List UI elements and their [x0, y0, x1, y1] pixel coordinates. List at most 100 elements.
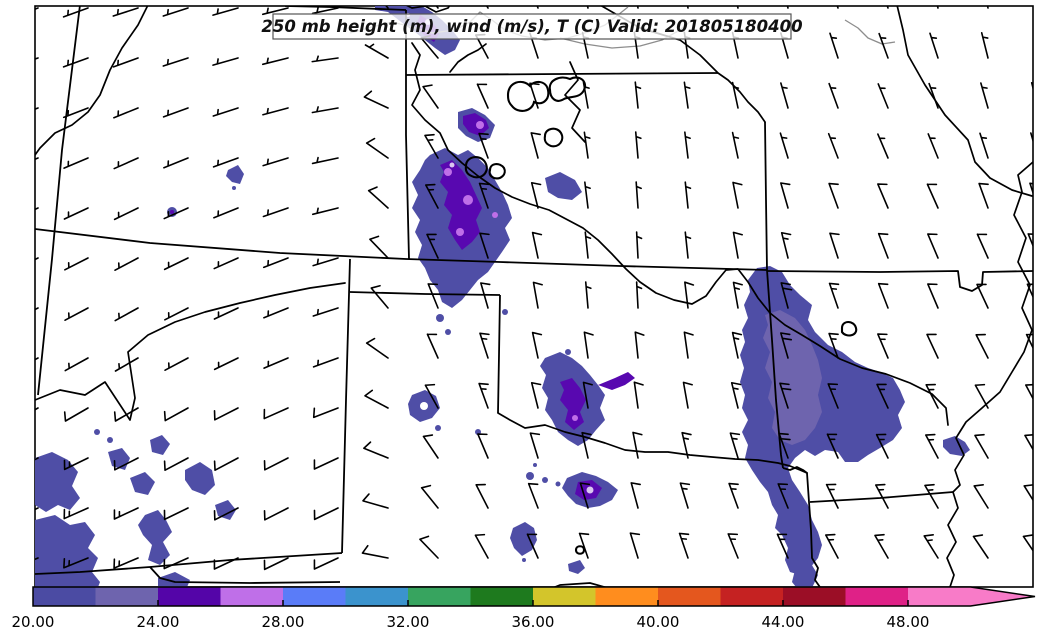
wind-barb	[312, 257, 339, 267]
wind-barb	[163, 507, 189, 521]
wind-barb	[311, 6, 339, 15]
wind-barb	[584, 231, 592, 259]
colorbar-tick-label: 44.00	[762, 613, 805, 631]
wind-barb	[424, 383, 439, 409]
wind-barb	[976, 233, 989, 259]
title-box-frame	[272, 13, 792, 40]
wind-barb	[829, 232, 840, 259]
wind-barb	[313, 557, 339, 570]
wind-barb	[780, 332, 793, 359]
wind-barb	[113, 407, 139, 422]
wind-barb	[826, 433, 839, 459]
colorbar-segment	[408, 587, 471, 606]
wind-barb	[367, 186, 389, 209]
shaded-region	[445, 329, 451, 335]
wind-barb	[420, 484, 439, 509]
wind-barb	[62, 57, 89, 68]
wind-barb	[1029, 182, 1033, 196]
colorbar-segment	[95, 587, 159, 606]
wind-barb	[213, 307, 239, 320]
wind-barb	[584, 181, 591, 209]
wind-barb	[581, 431, 592, 459]
shaded-region	[545, 172, 582, 200]
wind-barb	[531, 231, 543, 259]
wind-barb	[311, 207, 339, 216]
colorbar-segment	[33, 587, 96, 606]
wind-barb	[263, 407, 289, 420]
wind-barb	[684, 231, 692, 259]
wind-barb	[370, 284, 389, 309]
shaded-region	[138, 510, 172, 565]
state-border	[497, 294, 501, 414]
wind-barb	[1027, 233, 1033, 248]
wind-barb	[732, 181, 743, 209]
state-border	[35, 228, 768, 271]
shaded-region	[463, 195, 473, 205]
wind-barb	[828, 332, 839, 359]
wind-barb	[113, 507, 139, 520]
wind-barb	[212, 57, 239, 66]
shaded-region	[226, 165, 244, 184]
wind-barb	[213, 357, 239, 371]
shaded-region	[476, 121, 484, 129]
wind-barb	[363, 441, 389, 459]
wind-barb	[162, 57, 189, 67]
colorbar-segment	[658, 587, 721, 606]
state-border	[809, 491, 954, 503]
map-title: 250 mb height (m), wind (m/s), T (C) Val…	[261, 17, 802, 36]
wind-barb	[312, 307, 339, 317]
wind-barb	[1026, 283, 1033, 299]
wind-barb	[475, 483, 489, 509]
wind-barb	[684, 281, 695, 309]
shaded-region	[565, 349, 571, 355]
wind-barb	[584, 281, 592, 309]
wind-barb	[364, 389, 389, 409]
colorbar-segment	[595, 587, 659, 606]
wind-barb	[113, 107, 139, 119]
wind-barb	[877, 133, 889, 159]
wind-barb	[63, 157, 89, 169]
wind-barb	[827, 132, 839, 159]
wind-barb	[582, 381, 593, 409]
state-border	[284, 6, 407, 11]
wind-barb	[263, 457, 289, 471]
shaded-region	[215, 500, 236, 520]
wind-barb	[478, 382, 489, 409]
wind-barb	[1024, 383, 1033, 401]
wind-barb	[213, 257, 239, 270]
wind-barb	[776, 533, 789, 559]
shaded-region	[492, 212, 498, 218]
wind-barb	[312, 407, 339, 419]
wind-barb	[63, 207, 89, 220]
wind-barb	[532, 281, 543, 309]
wind-barb	[162, 7, 189, 17]
wind-barb	[732, 281, 743, 309]
wind-barb	[262, 207, 289, 218]
colorbar-segment	[283, 587, 346, 606]
shaded-region	[792, 560, 818, 587]
wind-barb	[64, 307, 89, 322]
wind-barb	[311, 106, 339, 114]
wind-barb	[779, 132, 789, 159]
state-border	[405, 72, 719, 76]
wind-barb	[924, 483, 939, 509]
wind-barb	[424, 183, 439, 209]
lake-outline	[574, 545, 586, 555]
wind-barb	[973, 484, 989, 509]
river	[896, 6, 1033, 197]
wind-barb	[530, 381, 542, 409]
wind-barb	[732, 231, 743, 259]
wind-barb	[62, 7, 89, 18]
wind-barb	[163, 207, 189, 220]
lake-outline	[543, 127, 564, 148]
wind-barb	[212, 157, 239, 168]
shaded-region	[150, 435, 170, 455]
state-borders-layer	[35, 6, 1033, 587]
colorbar-segment	[908, 587, 971, 606]
wind-barb	[583, 131, 591, 159]
wind-barb	[827, 383, 839, 409]
colorbar-tick-label: 28.00	[262, 613, 305, 631]
wind-barb	[684, 131, 691, 159]
wind-barb	[64, 357, 89, 372]
wind-barb	[682, 381, 693, 409]
